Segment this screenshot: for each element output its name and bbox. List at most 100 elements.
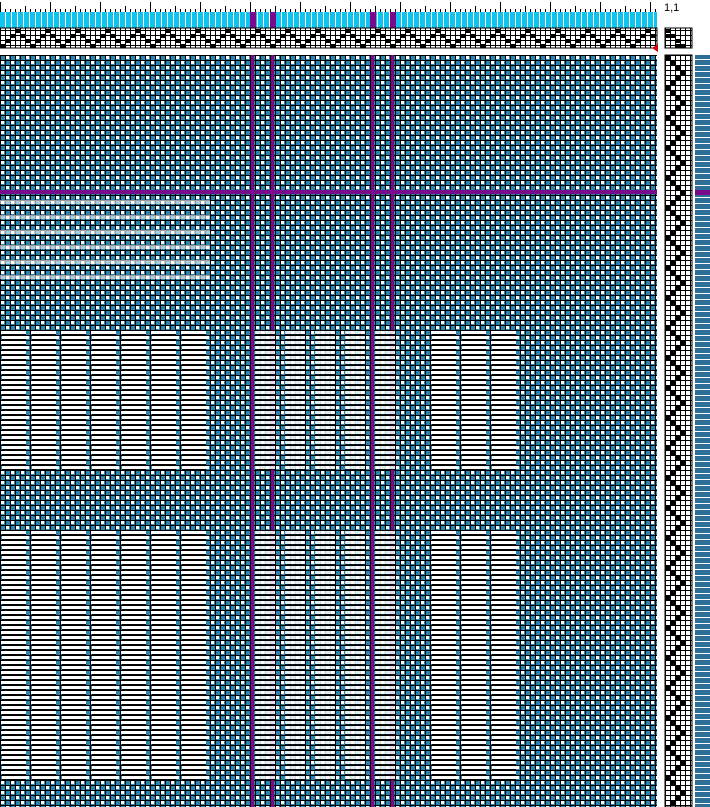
thread-cell (221, 34, 225, 38)
float-block (2, 530, 26, 780)
thread-cell (201, 34, 205, 38)
tread-cell (676, 226, 680, 230)
tread-cell (671, 721, 675, 725)
tread-cell (681, 581, 685, 585)
thread-cell (491, 34, 495, 38)
tread-cell (676, 66, 680, 70)
thread-cell (16, 29, 20, 33)
tread-cell (671, 481, 675, 485)
tread-cell (671, 531, 675, 535)
thread-cell (316, 29, 320, 33)
float-block (285, 330, 305, 470)
thread-cell (626, 39, 630, 43)
thread-cell (171, 34, 175, 38)
tread-cell (666, 686, 670, 690)
tie-cell (681, 44, 685, 48)
thread-cell (6, 39, 10, 43)
tread-cell (666, 146, 670, 150)
tread-cell (676, 756, 680, 760)
tread-cell (676, 426, 680, 430)
thread-cell (196, 29, 200, 33)
tread-cell (676, 796, 680, 800)
thread-cell (496, 29, 500, 33)
thread-cell (571, 44, 575, 48)
tread-cell (681, 311, 685, 315)
thread-cell (346, 29, 350, 33)
tread-cell (681, 521, 685, 525)
treadling-cells (666, 56, 685, 805)
float-block (432, 330, 456, 470)
thread-cell (646, 29, 650, 33)
thread-cell (521, 34, 525, 38)
thread-cell (561, 34, 565, 38)
thread-cell (566, 39, 570, 43)
thread-cell (601, 44, 605, 48)
tread-cell (681, 221, 685, 225)
thread-cell (356, 39, 360, 43)
warp-colors[interactable] (0, 12, 657, 28)
thread-cell (451, 44, 455, 48)
thread-cell (361, 44, 365, 48)
tread-cell (676, 106, 680, 110)
tread-cell (666, 566, 670, 570)
tread-cell (671, 321, 675, 325)
tread-cell (666, 116, 670, 120)
tread-cell (676, 196, 680, 200)
thread-cell (116, 39, 120, 43)
ruler-ticks (0, 2, 656, 12)
thread-cell (76, 29, 80, 33)
tread-cell (666, 596, 670, 600)
thread-cell (556, 29, 560, 33)
thread-cell (651, 34, 655, 38)
thread-cell (81, 34, 85, 38)
thread-cell (266, 39, 270, 43)
float-block (62, 530, 86, 780)
thread-cell (531, 34, 535, 38)
float-block (432, 530, 456, 780)
thread-cell (126, 39, 130, 43)
tread-cell (681, 461, 685, 465)
thread-cell (191, 34, 195, 38)
tread-cell (666, 266, 670, 270)
tread-cell (681, 731, 685, 735)
thread-cell (96, 39, 100, 43)
tread-cell (676, 636, 680, 640)
tread-cell (671, 421, 675, 425)
tread-cell (671, 561, 675, 565)
float-block (32, 530, 56, 780)
tread-cell (671, 121, 675, 125)
thread-cell (236, 39, 240, 43)
tread-cell (671, 801, 675, 805)
float-block (62, 330, 86, 470)
tread-cell (676, 546, 680, 550)
tread-cell (676, 646, 680, 650)
thread-cell (181, 44, 185, 48)
thread-cell (611, 34, 615, 38)
tread-cell (671, 171, 675, 175)
thread-cell (246, 39, 250, 43)
tread-cell (666, 176, 670, 180)
thread-cell (56, 39, 60, 43)
tread-cell (676, 556, 680, 560)
tread-cell (676, 606, 680, 610)
thread-cell (606, 39, 610, 43)
thread-cell (101, 34, 105, 38)
thread-cell (271, 44, 275, 48)
float-block (152, 530, 176, 780)
tread-cell (671, 291, 675, 295)
thread-cell (441, 34, 445, 38)
treadling[interactable] (664, 54, 693, 807)
tread-cell (666, 356, 670, 360)
tread-cell (671, 711, 675, 715)
tie-cell (666, 34, 670, 38)
tread-cell (666, 626, 670, 630)
tread-cell (676, 216, 680, 220)
tread-cell (676, 516, 680, 520)
weft-colors[interactable] (695, 55, 710, 807)
thread-cell (416, 39, 420, 43)
threading[interactable] (0, 27, 658, 49)
thread-cell (276, 39, 280, 43)
tread-cell (676, 736, 680, 740)
thread-cell (21, 34, 25, 38)
thread-cell (431, 34, 435, 38)
